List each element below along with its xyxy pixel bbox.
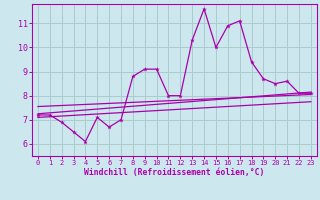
X-axis label: Windchill (Refroidissement éolien,°C): Windchill (Refroidissement éolien,°C)	[84, 168, 265, 177]
